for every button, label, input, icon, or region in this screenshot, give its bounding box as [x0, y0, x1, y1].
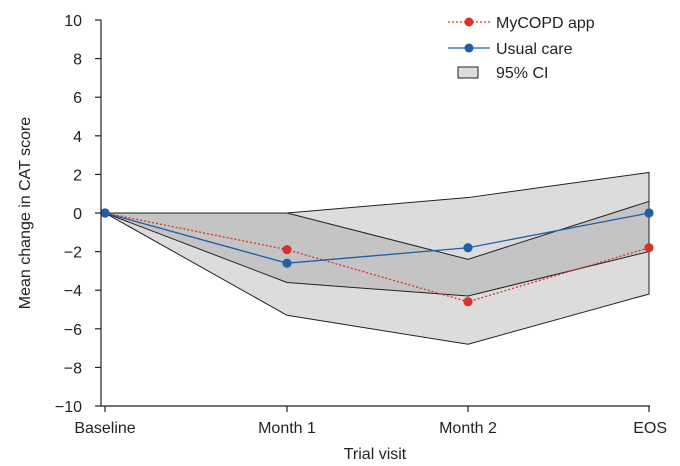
legend-marker-usual-care: [464, 43, 474, 53]
legend: MyCOPD app Usual care 95% CI: [448, 15, 595, 82]
confidence-intervals: [103, 171, 650, 345]
y-tick-label: 0: [73, 206, 82, 223]
x-axis-label: Trial visit: [344, 446, 407, 463]
legend-label-ci: 95% CI: [496, 65, 548, 82]
x-tick-label: EOS: [633, 420, 667, 437]
legend-ci-swatch: [457, 66, 479, 79]
y-tick-label: −10: [55, 399, 82, 416]
series-layer: [100, 208, 654, 307]
data-point-mycopd: [282, 245, 292, 255]
legend-marker-mycopd: [464, 17, 474, 27]
data-point-usual-care: [463, 243, 473, 253]
y-tick-label: 4: [73, 129, 82, 146]
legend-item-ci: 95% CI: [457, 65, 548, 82]
y-tick-label: 10: [64, 13, 82, 30]
y-tick-label: −6: [64, 322, 82, 339]
data-point-usual-care: [282, 258, 292, 268]
data-point-mycopd: [644, 243, 654, 253]
data-point-mycopd: [463, 297, 473, 307]
ci-band-usual-care: [104, 200, 650, 297]
legend-label-mycopd: MyCOPD app: [496, 15, 595, 32]
series-line-usual-care: [104, 212, 650, 264]
data-point-usual-care: [100, 208, 110, 218]
y-tick-label: 8: [73, 52, 82, 69]
data-point-usual-care: [644, 208, 654, 218]
series-line-mycopd: [104, 212, 650, 303]
axes: Trial visit Mean change in CAT score 10 8…: [17, 13, 667, 463]
y-tick-label: −2: [64, 245, 82, 262]
x-tick-label: Month 1: [258, 420, 316, 437]
y-tick-label: 2: [73, 167, 82, 184]
y-tick-label: −8: [64, 360, 82, 377]
legend-item-mycopd: MyCOPD app: [448, 15, 595, 32]
x-tick-label: Baseline: [74, 420, 135, 437]
x-tick-label: Month 2: [439, 420, 497, 437]
y-axis-label: Mean change in CAT score: [17, 117, 34, 310]
y-tick-label: 6: [73, 90, 82, 107]
legend-item-usual-care: Usual care: [448, 41, 573, 58]
y-tick-label: −4: [64, 283, 82, 300]
legend-label-usual-care: Usual care: [496, 41, 573, 58]
